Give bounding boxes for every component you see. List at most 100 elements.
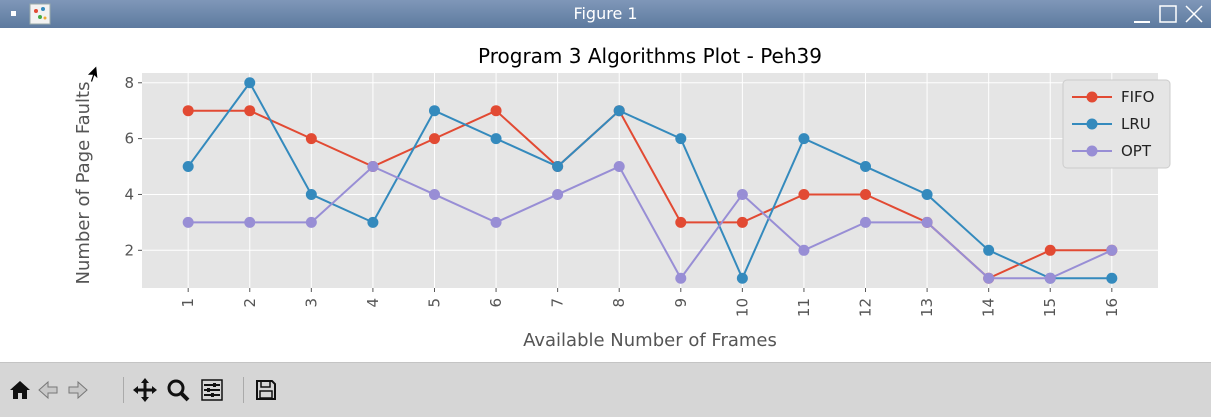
- x-axis-label: Available Number of Frames: [523, 330, 777, 351]
- lru-point: [983, 244, 995, 256]
- x-tick-label: 10: [733, 298, 751, 317]
- opt-point: [798, 244, 810, 256]
- legend-item-opt: OPT: [1072, 142, 1152, 160]
- legend-label: LRU: [1121, 115, 1151, 133]
- x-tick-label: 8: [610, 298, 628, 308]
- fifo-point: [182, 105, 194, 117]
- minimize-icon[interactable]: [1131, 3, 1153, 25]
- legend-label: FIFO: [1121, 88, 1155, 106]
- y-ticks: 2 4 6 8: [124, 74, 142, 259]
- lru-point: [244, 77, 256, 89]
- magnifier-icon: [167, 379, 190, 402]
- legend-marker: [1086, 91, 1098, 103]
- x-tick-label: 11: [795, 298, 813, 317]
- toolbar-separator: [123, 377, 124, 403]
- y-tick-label: 2: [124, 241, 134, 259]
- lru-point: [921, 188, 933, 200]
- window-titlebar: Figure 1: [0, 0, 1211, 28]
- x-tick-label: 9: [672, 298, 690, 308]
- lru-point: [367, 216, 379, 228]
- window-menu-button[interactable]: [11, 11, 16, 16]
- opt-point: [736, 188, 748, 200]
- opt-point: [1044, 272, 1056, 284]
- x-tick-label: 2: [241, 298, 259, 308]
- legend: FIFO LRU OPT: [1062, 79, 1171, 169]
- x-tick-label: 4: [364, 298, 382, 308]
- home-button[interactable]: [6, 376, 34, 404]
- lru-point: [182, 161, 194, 173]
- arrow-left-icon: [38, 380, 58, 400]
- chart-title: Program 3 Algorithms Plot - Peh39: [478, 44, 822, 68]
- floppy-disk-icon: [256, 380, 276, 400]
- x-tick-label: 13: [918, 298, 936, 317]
- fifo-point: [305, 133, 317, 145]
- axes-background: [142, 73, 1158, 288]
- x-tick-label: 14: [980, 298, 998, 317]
- app-icon: [29, 3, 51, 25]
- pan-button[interactable]: [131, 376, 159, 404]
- lru-point: [798, 133, 810, 145]
- lru-line: [187, 80, 1112, 281]
- save-button[interactable]: [252, 376, 280, 404]
- navigation-toolbar: [0, 362, 1211, 417]
- legend-marker: [1086, 118, 1098, 130]
- legend-item-fifo: FIFO: [1072, 88, 1155, 106]
- window-title: Figure 1: [573, 4, 638, 23]
- opt-point: [367, 161, 379, 173]
- configure-subplots-button[interactable]: [198, 376, 226, 404]
- x-tick-label: 6: [487, 298, 505, 308]
- mouse-cursor-icon: [85, 64, 99, 83]
- y-tick-label: 4: [124, 185, 134, 203]
- lru-point: [1106, 272, 1118, 284]
- x-ticks: 1 2 3 4 5 6 7 8 9 10 11 12 13 14 15 16: [179, 288, 1121, 317]
- fifo-point: [490, 105, 502, 117]
- lru-point: [428, 105, 440, 117]
- opt-point: [305, 216, 317, 228]
- opt-point: [244, 216, 256, 228]
- home-icon: [10, 381, 30, 399]
- close-icon[interactable]: [1183, 3, 1205, 25]
- back-button[interactable]: [34, 376, 62, 404]
- zoom-button[interactable]: [164, 376, 192, 404]
- fifo-point: [736, 216, 748, 228]
- fifo-point: [798, 188, 810, 200]
- lru-point: [305, 188, 317, 200]
- opt-point: [613, 161, 625, 173]
- y-tick-label: 8: [124, 74, 134, 92]
- fifo-point: [244, 105, 256, 117]
- y-axis-label: Number of Page Faults: [73, 82, 94, 285]
- x-tick-label: 12: [857, 298, 875, 317]
- move-icon: [133, 378, 157, 402]
- lru-point: [552, 161, 564, 173]
- legend-label: OPT: [1121, 142, 1152, 160]
- lru-point: [490, 133, 502, 145]
- opt-point: [675, 272, 687, 284]
- opt-point: [983, 272, 995, 284]
- opt-point: [490, 216, 502, 228]
- fifo-point: [1044, 244, 1056, 256]
- opt-point: [921, 216, 933, 228]
- toolbar-separator: [243, 377, 244, 403]
- opt-line: [188, 165, 1113, 281]
- x-tick-label: 5: [425, 298, 443, 308]
- arrow-right-icon: [68, 380, 88, 400]
- lru-point: [860, 161, 872, 173]
- fifo-point: [675, 216, 687, 228]
- sliders-icon: [201, 379, 223, 401]
- lru-point: [736, 272, 748, 284]
- legend-marker: [1086, 145, 1098, 157]
- legend-item-lru: LRU: [1072, 115, 1151, 133]
- opt-point: [552, 188, 564, 200]
- maximize-icon[interactable]: [1157, 3, 1179, 25]
- series-opt: [182, 161, 1118, 284]
- fifo-point: [428, 133, 440, 145]
- x-tick-label: 3: [302, 298, 320, 308]
- opt-point: [860, 216, 872, 228]
- opt-point: [428, 188, 440, 200]
- series-layer: [182, 77, 1118, 284]
- forward-button[interactable]: [64, 376, 92, 404]
- y-tick-label: 6: [124, 130, 134, 148]
- series-lru: [182, 77, 1118, 284]
